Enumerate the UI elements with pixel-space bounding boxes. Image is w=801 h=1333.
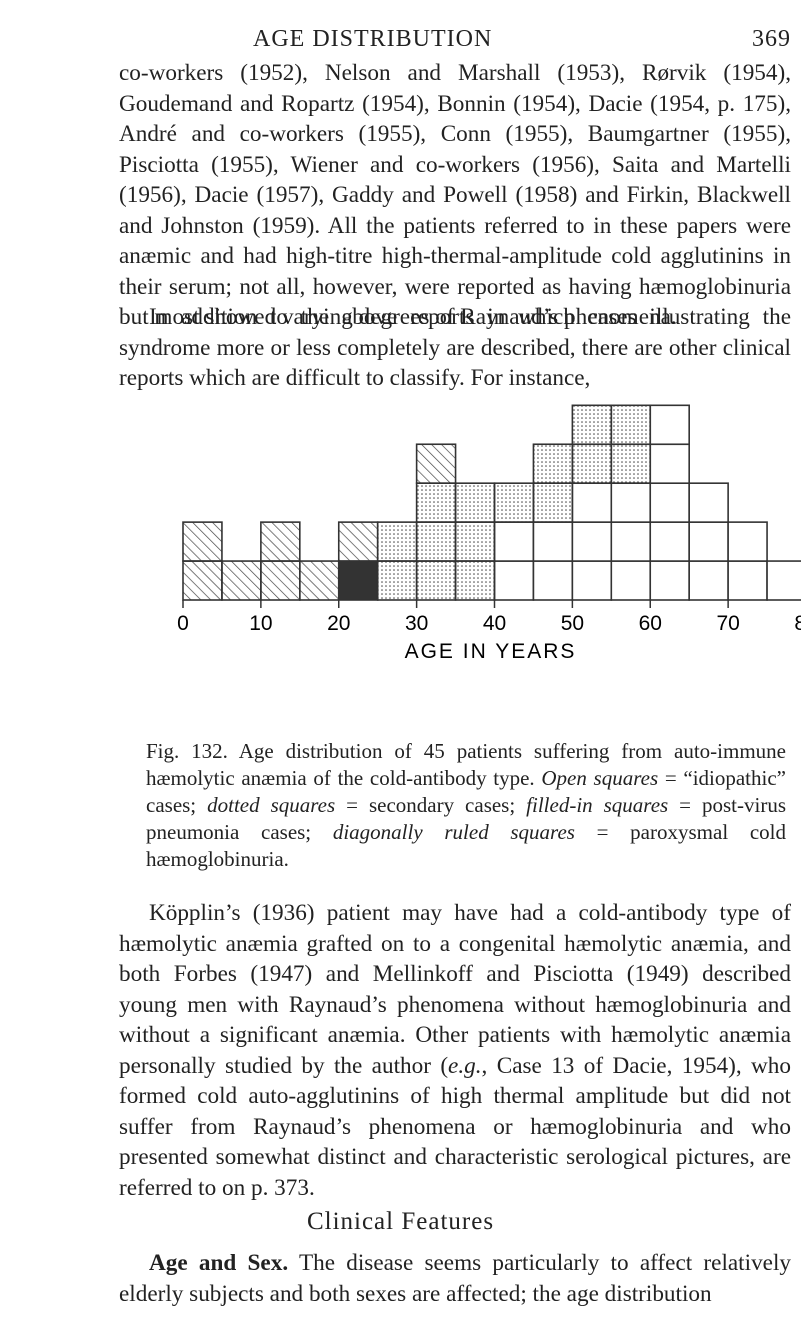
square bbox=[571, 521, 613, 562]
square bbox=[532, 482, 574, 523]
square bbox=[415, 482, 457, 523]
square bbox=[727, 560, 768, 601]
square bbox=[221, 560, 262, 601]
x-tick-label: 20 bbox=[327, 612, 350, 635]
x-axis-label: AGE IN YEARS bbox=[405, 640, 577, 663]
square bbox=[649, 404, 690, 446]
square bbox=[493, 521, 535, 562]
square bbox=[688, 521, 729, 562]
square bbox=[532, 560, 574, 601]
square bbox=[610, 560, 652, 601]
square bbox=[454, 482, 496, 523]
square bbox=[260, 521, 301, 562]
x-tick-label: 10 bbox=[249, 612, 272, 635]
square bbox=[376, 521, 418, 562]
paragraph: co-workers (1952), Nelson and Marshall (… bbox=[119, 60, 791, 330]
square bbox=[415, 443, 457, 484]
square bbox=[299, 560, 340, 601]
x-tick-label: 30 bbox=[405, 612, 428, 635]
square bbox=[688, 560, 729, 601]
square bbox=[493, 482, 535, 523]
square bbox=[571, 443, 613, 484]
square bbox=[532, 443, 574, 484]
figure-caption: Fig. 132. Age distribution of 45 patient… bbox=[146, 738, 786, 873]
square bbox=[649, 521, 690, 562]
square bbox=[454, 560, 496, 601]
square bbox=[415, 521, 457, 562]
square bbox=[610, 482, 652, 523]
caption-text: = post-virus pneumonia cases; bbox=[146, 793, 786, 844]
square bbox=[415, 560, 457, 601]
caption-italic: diagonally ruled squares bbox=[332, 820, 575, 844]
text-italic: e.g. bbox=[448, 1052, 482, 1079]
caption-italic: dotted squares bbox=[207, 793, 336, 817]
square bbox=[610, 521, 652, 562]
square bbox=[649, 482, 690, 523]
square bbox=[610, 404, 652, 446]
square bbox=[766, 560, 801, 601]
square bbox=[571, 560, 613, 601]
square bbox=[649, 443, 690, 484]
square bbox=[376, 560, 418, 601]
text: The disease seems particularly to affect… bbox=[119, 1250, 791, 1307]
x-tick-label: 40 bbox=[483, 612, 506, 635]
section-heading: Clinical Features bbox=[306, 1208, 495, 1235]
text: , Case 13 of Dacie, 1954), who formed co… bbox=[119, 1052, 791, 1201]
x-tick-label: 70 bbox=[716, 612, 739, 635]
text: Köpplin’s (1936) patient may have had a … bbox=[119, 900, 791, 1079]
square bbox=[571, 482, 613, 523]
x-tick-label: 60 bbox=[639, 612, 662, 635]
square bbox=[260, 560, 301, 601]
caption-text: = paroxysmal cold hæmoglobinuria. bbox=[146, 820, 787, 871]
square bbox=[182, 521, 223, 562]
caption-text: = secondary cases; bbox=[335, 793, 527, 817]
caption-italic: filled-in squares bbox=[526, 793, 669, 817]
run-in-heading: Age and Sex. bbox=[149, 1250, 289, 1276]
square bbox=[337, 560, 379, 601]
paragraph: Köpplin’s (1936) patient may have had a … bbox=[119, 898, 791, 1203]
square bbox=[532, 521, 574, 562]
square bbox=[182, 560, 223, 601]
square bbox=[727, 521, 768, 562]
square bbox=[649, 560, 690, 601]
running-header: AGE DISTRIBUTION 369 bbox=[253, 26, 791, 53]
figure: 0 10 20 30 40 50 60 70 80 AGE IN YEARS bbox=[177, 404, 801, 663]
caption-text: Fig. 132. Age distribution of 45 patient… bbox=[146, 739, 786, 790]
square bbox=[571, 404, 613, 446]
square bbox=[337, 521, 379, 562]
x-tick-label: 50 bbox=[561, 612, 584, 635]
x-tick-label: 80 bbox=[794, 612, 801, 635]
caption-italic: Open squares bbox=[541, 766, 659, 790]
square bbox=[688, 482, 729, 523]
paragraph: Age and Sex. The disease seems particula… bbox=[119, 1248, 791, 1309]
header-title: AGE DISTRIBUTION bbox=[253, 26, 493, 52]
square bbox=[610, 443, 652, 484]
paragraph: In addition to the above reports in whic… bbox=[119, 304, 791, 391]
square bbox=[493, 560, 535, 601]
square bbox=[454, 521, 496, 562]
x-tick-label: 0 bbox=[177, 612, 189, 635]
page-number: 369 bbox=[752, 26, 791, 52]
caption-text: = “idiopathic” cases; bbox=[146, 766, 786, 817]
